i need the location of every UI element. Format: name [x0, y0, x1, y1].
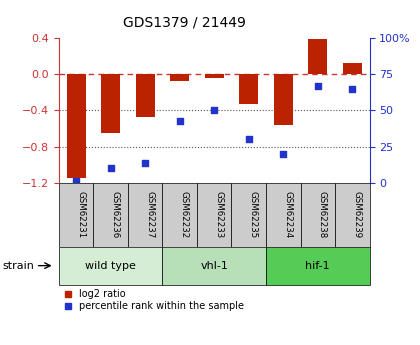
Bar [163, 183, 197, 247]
Bar [301, 183, 335, 247]
Bar [93, 183, 128, 247]
Bar [308, 39, 327, 74]
Bar [136, 74, 155, 117]
Bar [239, 74, 258, 104]
Point [349, 86, 356, 91]
Text: GSM62236: GSM62236 [110, 190, 120, 238]
Bar [59, 247, 163, 285]
Bar [101, 74, 120, 133]
Legend: log2 ratio, percentile rank within the sample: log2 ratio, percentile rank within the s… [64, 289, 244, 312]
Bar [274, 74, 293, 125]
Bar [266, 247, 370, 285]
Bar [197, 183, 231, 247]
Text: GSM62239: GSM62239 [352, 190, 361, 238]
Point [176, 118, 183, 123]
Bar [266, 183, 301, 247]
Text: strain: strain [2, 261, 34, 270]
Text: GSM62233: GSM62233 [214, 190, 223, 238]
Point [315, 83, 321, 89]
Bar [335, 183, 370, 247]
Text: GSM62232: GSM62232 [180, 190, 189, 238]
Bar [128, 183, 163, 247]
Point [245, 137, 252, 142]
Bar [343, 63, 362, 74]
Bar [66, 74, 86, 178]
Text: hif-1: hif-1 [305, 261, 330, 270]
Text: GDS1379 / 21449: GDS1379 / 21449 [123, 16, 246, 30]
Text: vhl-1: vhl-1 [200, 261, 228, 270]
Bar [170, 74, 189, 80]
Text: GSM62237: GSM62237 [145, 190, 154, 238]
Text: GSM62234: GSM62234 [283, 190, 292, 238]
Text: GSM62235: GSM62235 [249, 190, 258, 238]
Text: GSM62238: GSM62238 [318, 190, 327, 238]
Point [107, 166, 114, 171]
Point [280, 151, 286, 157]
Point [142, 160, 149, 165]
Bar [205, 74, 224, 78]
Point [73, 179, 79, 184]
Text: GSM62231: GSM62231 [76, 190, 85, 238]
Bar [163, 247, 266, 285]
Text: wild type: wild type [85, 261, 136, 270]
Bar [59, 183, 93, 247]
Point [211, 108, 218, 113]
Bar [231, 183, 266, 247]
